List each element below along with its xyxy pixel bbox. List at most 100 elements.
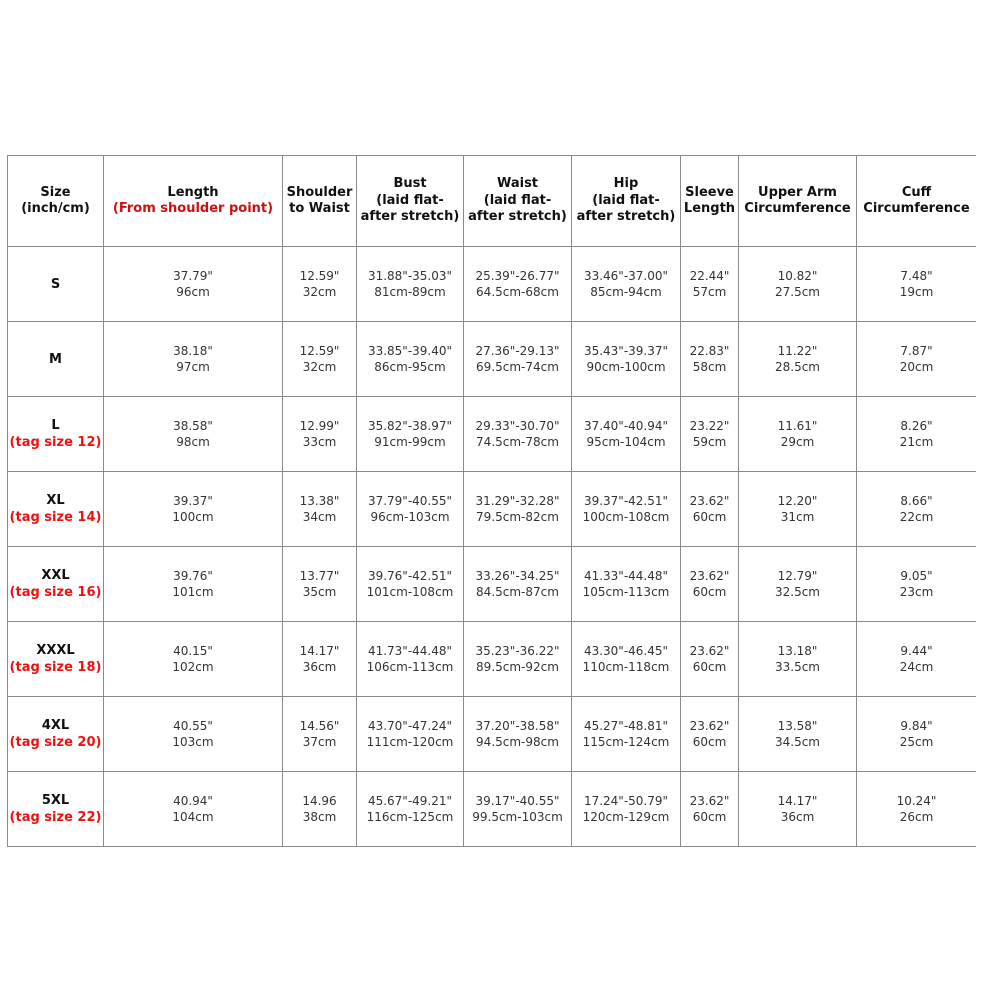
cell-bust: 41.73"-44.48" 106cm-113cm: [356, 621, 464, 697]
cell-sleeve-length: 22.44" 57cm: [680, 246, 739, 322]
value-inch: 12.79": [777, 569, 818, 583]
value-inch: 45.67"-49.21": [367, 794, 453, 808]
cell-waist: 39.17"-40.55" 99.5cm-103cm: [463, 771, 572, 847]
header-text: Circumference: [744, 201, 851, 216]
size-cell: S: [7, 246, 104, 322]
value-cm: 105cm-113cm: [582, 585, 670, 599]
cell-bust: 35.82"-38.97" 91cm-99cm: [356, 396, 464, 472]
cell-cuff: 8.26" 21cm: [856, 396, 976, 472]
table-row: XXL (tag size 16) 39.76" 101cm 13.77" 35cm 39.…: [7, 546, 976, 622]
value-cm: 20cm: [899, 360, 934, 374]
header-text: (laid flat-: [483, 192, 552, 208]
size-cell: XXL (tag size 16): [7, 546, 104, 622]
value-cm: 110cm-118cm: [582, 660, 670, 674]
cell-upper-arm: 11.22" 28.5cm: [738, 321, 857, 397]
value-inch: 39.17"-40.55": [475, 794, 560, 808]
size-cell: L (tag size 12): [7, 396, 104, 472]
cell-cuff: 9.44" 24cm: [856, 621, 976, 697]
value-inch: 11.61": [777, 419, 818, 433]
size-cell: 5XL (tag size 22): [7, 771, 104, 847]
cell-length: 39.37" 100cm: [103, 471, 283, 547]
cell-hip: 45.27"-48.81" 115cm-124cm: [571, 696, 681, 772]
value-cm: 25cm: [899, 735, 934, 749]
value-cm: 100cm: [172, 510, 214, 524]
value-cm: 86cm-95cm: [374, 360, 446, 374]
value-inch: 40.15": [173, 644, 213, 658]
value-cm: 31cm: [780, 510, 815, 524]
tag-size-label: (tag size 22): [9, 810, 102, 825]
value-inch: 41.73"-44.48": [367, 644, 453, 658]
cell-hip: 41.33"-44.48" 105cm-113cm: [571, 546, 681, 622]
cell-hip: 37.40"-40.94" 95cm-104cm: [571, 396, 681, 472]
header-hip: Hip (laid flat-after stretch): [571, 155, 681, 247]
value-cm: 59cm: [692, 435, 727, 449]
value-cm: 34.5cm: [774, 735, 820, 749]
header-note: (From shoulder point): [112, 201, 274, 216]
header-text: to Waist: [289, 201, 350, 216]
cell-hip: 39.37"-42.51" 100cm-108cm: [571, 471, 681, 547]
value-inch: 23.62": [689, 719, 730, 733]
value-inch: 25.39"-26.77": [475, 269, 560, 283]
size-cell: XXXL (tag size 18): [7, 621, 104, 697]
cell-waist: 25.39"-26.77" 64.5cm-68cm: [463, 246, 572, 322]
value-cm: 89.5cm-92cm: [476, 660, 559, 674]
value-inch: 39.37"-42.51": [583, 494, 669, 508]
cell-upper-arm: 13.18" 33.5cm: [738, 621, 857, 697]
tag-size-label: (tag size 16): [9, 585, 102, 600]
value-inch: 41.33"-44.48": [583, 569, 669, 583]
header-text: Length: [683, 201, 736, 216]
value-inch: 23.62": [689, 794, 730, 808]
value-cm: 90cm-100cm: [586, 360, 666, 374]
value-cm: 33.5cm: [774, 660, 820, 674]
value-inch: 22.83": [689, 344, 730, 358]
value-cm: 60cm: [692, 585, 727, 599]
cell-cuff: 9.84" 25cm: [856, 696, 976, 772]
cell-length: 40.15" 102cm: [103, 621, 283, 697]
value-inch: 40.55": [173, 719, 213, 733]
cell-sleeve-length: 23.62" 60cm: [680, 621, 739, 697]
value-cm: 23cm: [899, 585, 934, 599]
value-inch: 37.20"-38.58": [475, 719, 560, 733]
cell-hip: 43.30"-46.45" 110cm-118cm: [571, 621, 681, 697]
tag-size-label: (tag size 18): [9, 660, 102, 675]
cell-waist: 27.36"-29.13" 69.5cm-74cm: [463, 321, 572, 397]
header-upper-arm: Upper Arm Circumference: [738, 155, 857, 247]
value-cm: 37cm: [302, 735, 337, 749]
value-cm: 91cm-99cm: [374, 435, 446, 449]
value-inch: 7.48": [900, 269, 933, 283]
value-inch: 14.17": [777, 794, 818, 808]
value-inch: 13.38": [299, 494, 340, 508]
value-cm: 33cm: [302, 435, 337, 449]
header-text: Sleeve: [685, 184, 734, 200]
value-cm: 103cm: [172, 735, 214, 749]
cell-shoulder-to-waist: 13.77" 35cm: [282, 546, 357, 622]
size-label: M: [49, 351, 62, 367]
header-size: Size (inch/cm): [7, 155, 104, 247]
value-inch: 23.62": [689, 569, 730, 583]
value-inch: 43.30"-46.45": [583, 644, 669, 658]
cell-sleeve-length: 23.22" 59cm: [680, 396, 739, 472]
value-cm: 85cm-94cm: [590, 285, 662, 299]
value-cm: 24cm: [899, 660, 934, 674]
cell-upper-arm: 13.58" 34.5cm: [738, 696, 857, 772]
cell-upper-arm: 12.79" 32.5cm: [738, 546, 857, 622]
header-text: (inch/cm): [21, 201, 90, 216]
value-inch: 33.85"-39.40": [367, 344, 453, 358]
cell-length: 40.55" 103cm: [103, 696, 283, 772]
value-cm: 102cm: [172, 660, 214, 674]
value-cm: 97cm: [176, 360, 210, 374]
cell-sleeve-length: 22.83" 58cm: [680, 321, 739, 397]
cell-hip: 17.24"-50.79" 120cm-129cm: [571, 771, 681, 847]
value-inch: 39.76"-42.51": [367, 569, 453, 583]
value-cm: 69.5cm-74cm: [476, 360, 559, 374]
cell-bust: 31.88"-35.03" 81cm-89cm: [356, 246, 464, 322]
header-text: Hip: [613, 176, 639, 192]
value-cm: 27.5cm: [774, 285, 820, 299]
table-row: S 37.79" 96cm 12.59" 32cm 31.88"-35.03" 81cm-8…: [7, 246, 976, 322]
cell-bust: 45.67"-49.21" 116cm-125cm: [356, 771, 464, 847]
size-label: XL: [46, 493, 65, 508]
cell-waist: 33.26"-34.25" 84.5cm-87cm: [463, 546, 572, 622]
value-cm: 36cm: [780, 810, 815, 824]
value-inch: 13.58": [777, 719, 818, 733]
value-inch: 35.23"-36.22": [475, 644, 560, 658]
